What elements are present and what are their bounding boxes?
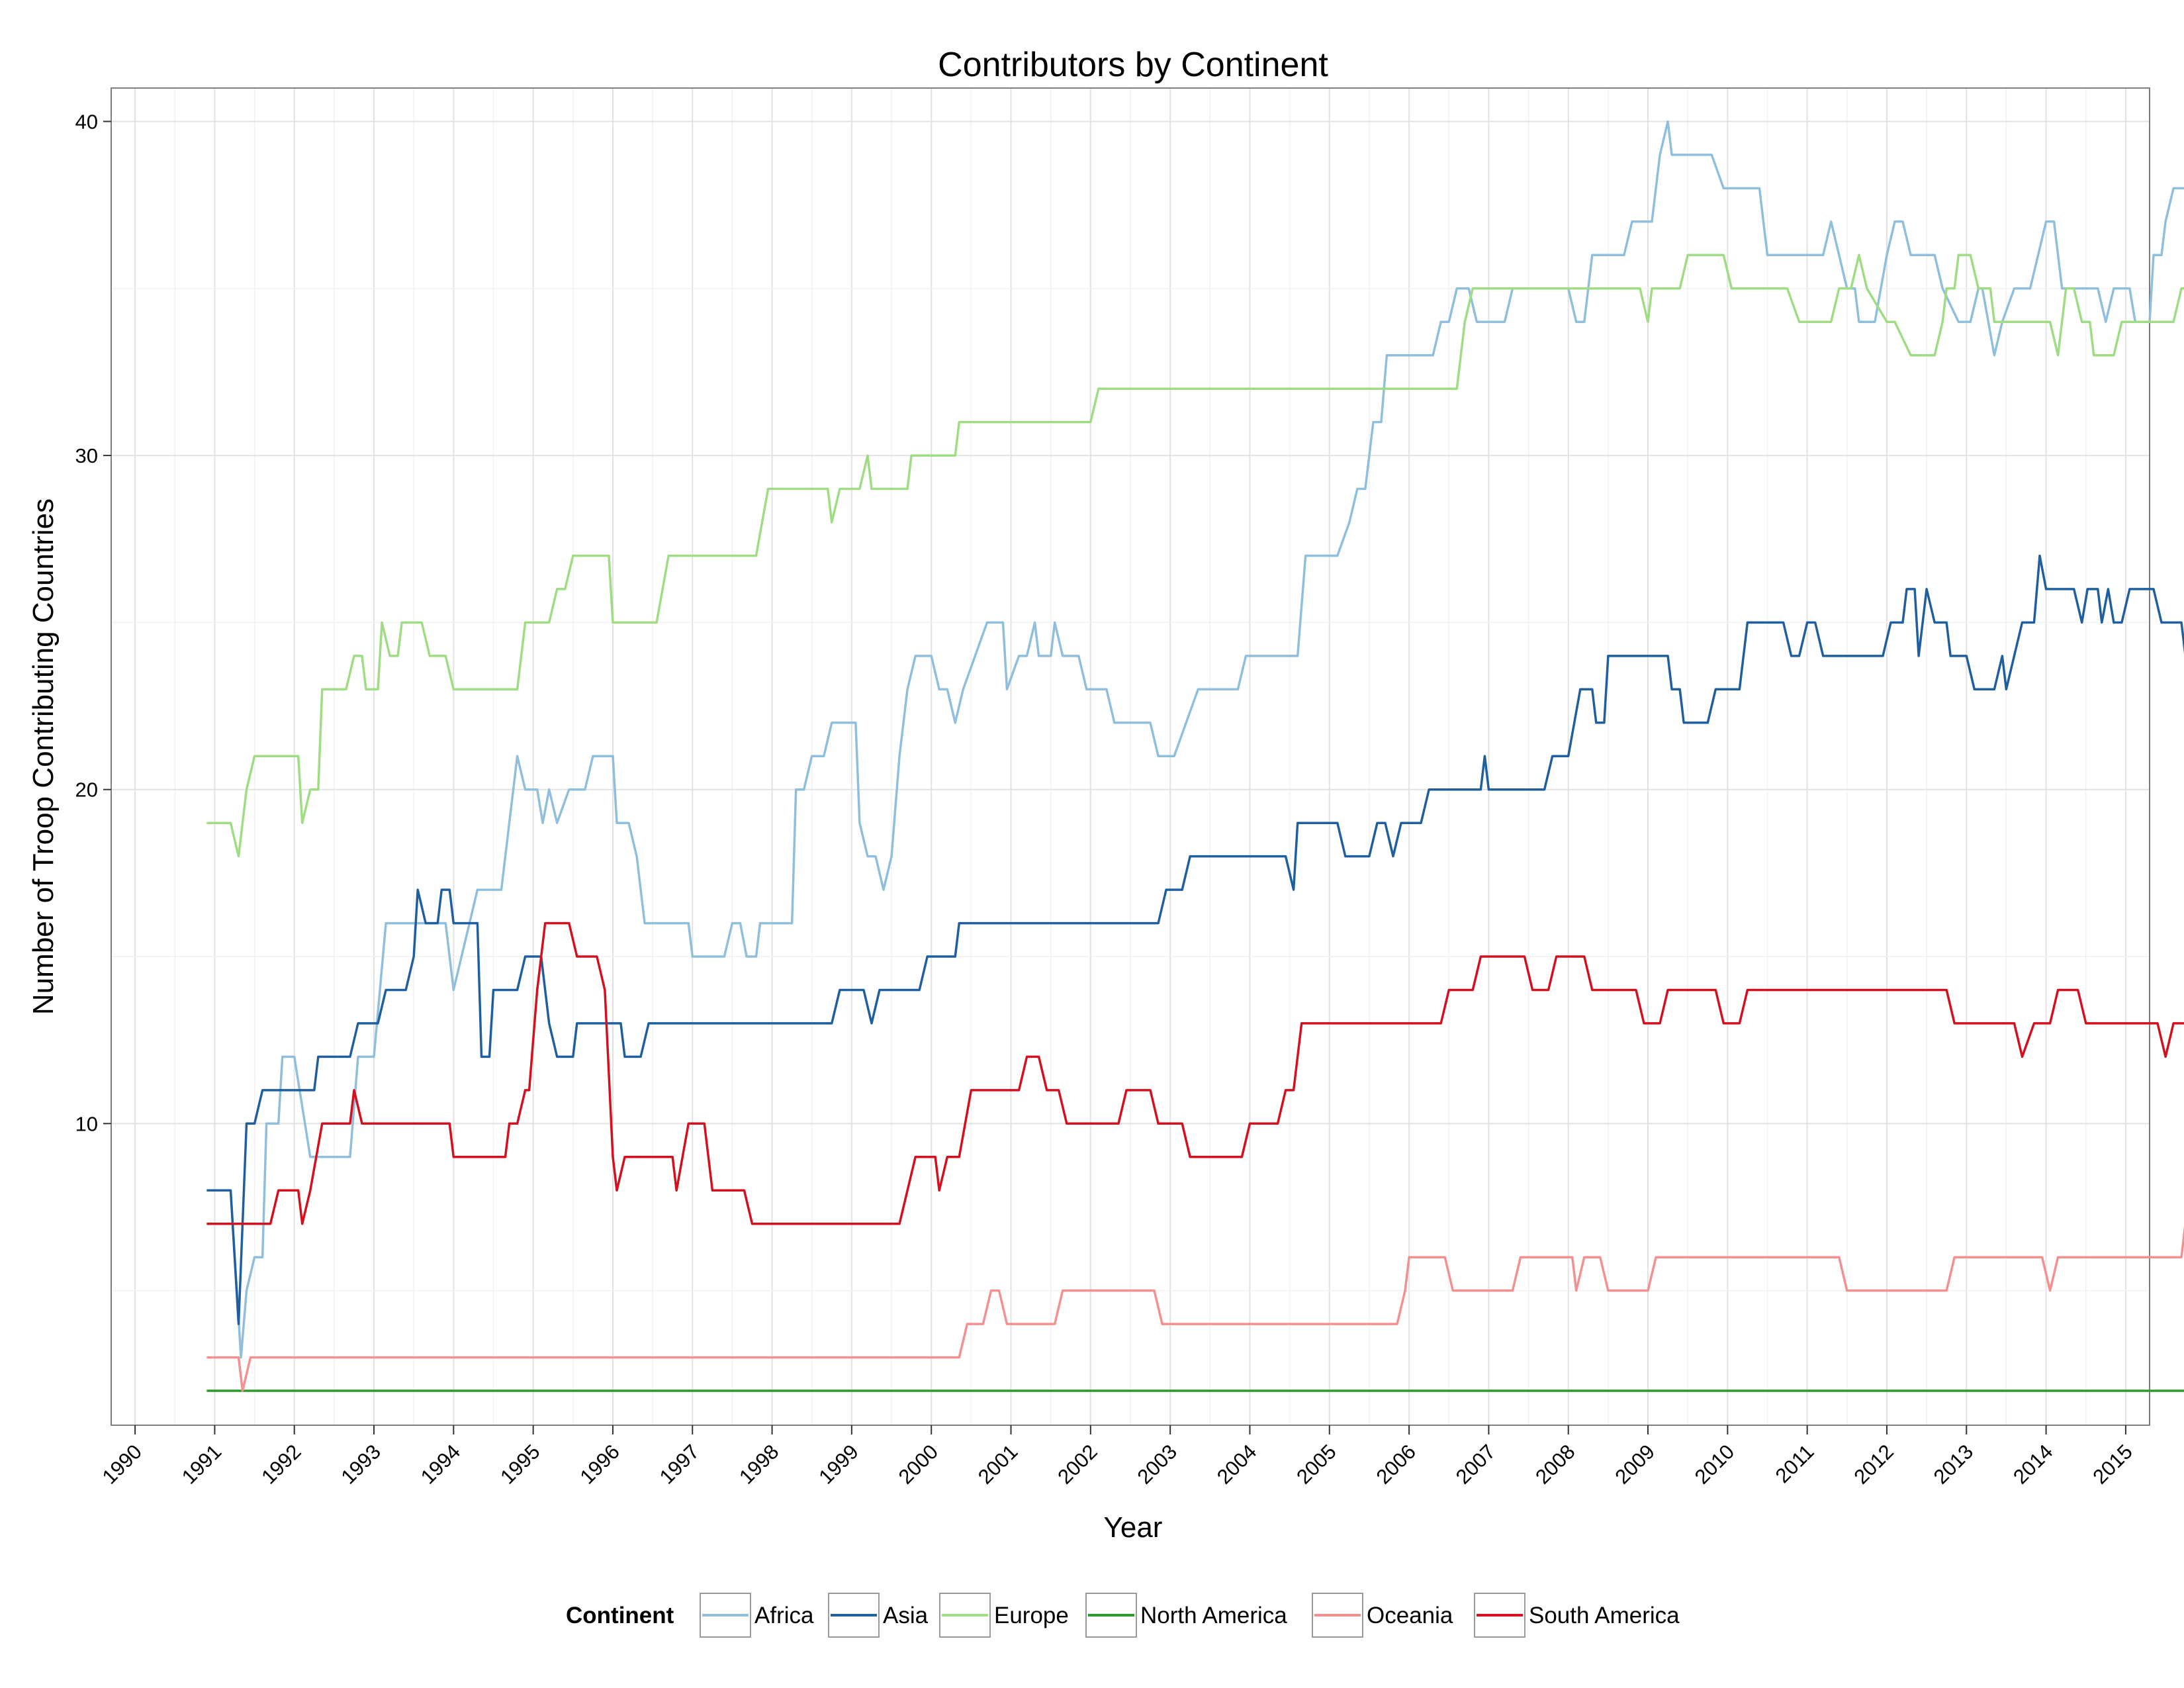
chart-title: Contributors by Continent [938, 46, 1328, 84]
legend-label-asia: Asia [883, 1603, 929, 1628]
series-line-africa [206, 120, 2184, 1359]
y-tick-label: 40 [75, 110, 98, 133]
y-axis: 10 20 30 40 [75, 110, 111, 1135]
series-line-europe [206, 254, 2184, 858]
legend-label-south-america: South America [1529, 1603, 1680, 1628]
legend-label-north-america: North America [1140, 1603, 1287, 1628]
legend-label-europe: Europe [994, 1603, 1069, 1628]
x-axis-title: Year [1104, 1511, 1163, 1544]
y-tick-label: 30 [75, 444, 98, 467]
legend-title: Continent [566, 1603, 674, 1628]
legend: Continent Africa Asia Europe North America Oc… [566, 1593, 1680, 1638]
legend-label-oceania: Oceania [1367, 1603, 1453, 1628]
plot-panel-border [111, 87, 2150, 1426]
y-axis-title: Number of Troop Contributing Countries [27, 498, 60, 1015]
series-lines [206, 120, 2184, 1392]
series-line-south-america [206, 921, 2184, 1225]
y-tick-label: 10 [75, 1112, 98, 1135]
series-line-asia [206, 554, 2184, 1325]
series-line-oceania [206, 1225, 2184, 1392]
legend-label-africa: Africa [754, 1603, 814, 1628]
y-tick-label: 20 [75, 778, 98, 802]
